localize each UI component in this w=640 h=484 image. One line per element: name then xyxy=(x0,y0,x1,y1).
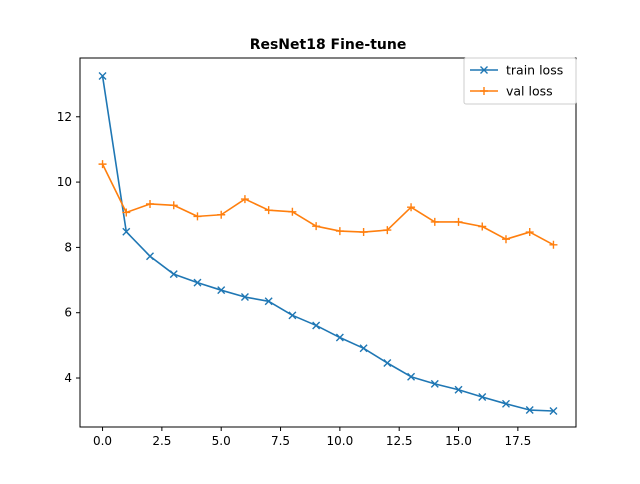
data-point xyxy=(122,208,131,217)
data-point xyxy=(217,210,226,219)
data-point xyxy=(169,201,178,210)
data-point xyxy=(264,206,273,215)
legend-label: train loss xyxy=(506,63,563,78)
y-tick-label: 6 xyxy=(64,306,72,320)
data-point xyxy=(407,203,416,212)
data-point xyxy=(288,207,297,216)
data-point xyxy=(478,392,487,401)
y-tick-label: 8 xyxy=(64,240,72,254)
data-point xyxy=(122,227,131,236)
data-point xyxy=(549,407,558,415)
data-point xyxy=(312,222,321,231)
data-point xyxy=(146,199,155,208)
y-tick-label: 4 xyxy=(64,371,72,385)
legend-item: val loss xyxy=(470,84,553,99)
data-point xyxy=(193,278,202,287)
data-point xyxy=(98,160,107,169)
series-line xyxy=(101,75,554,412)
legend-item: train loss xyxy=(470,63,563,78)
data-point xyxy=(549,240,558,249)
plot-area xyxy=(98,71,558,415)
x-tick-label: 2.5 xyxy=(152,434,171,448)
x-tick-label: 10.0 xyxy=(327,434,354,448)
data-point xyxy=(525,228,534,237)
series-1 xyxy=(98,160,558,249)
data-point xyxy=(217,286,226,295)
data-point xyxy=(335,333,344,342)
data-point xyxy=(98,71,107,80)
y-tick-label: 12 xyxy=(57,110,72,124)
data-point xyxy=(454,385,463,394)
data-point xyxy=(430,217,439,226)
data-point xyxy=(288,311,297,320)
x-tick-label: 12.5 xyxy=(386,434,413,448)
data-point xyxy=(501,399,510,408)
legend: train loss val loss xyxy=(463,57,577,105)
data-point xyxy=(146,252,155,261)
x-tick-label: 17.5 xyxy=(504,434,531,448)
series-line xyxy=(101,163,554,246)
data-point xyxy=(240,195,249,204)
data-point xyxy=(312,321,321,330)
data-point xyxy=(335,227,344,236)
data-point xyxy=(430,379,439,388)
data-point xyxy=(525,406,534,415)
y-tick-label: 10 xyxy=(57,175,72,189)
axes-frame xyxy=(79,57,577,428)
data-point xyxy=(359,344,368,353)
data-point xyxy=(240,293,249,302)
data-point xyxy=(478,222,487,231)
data-point xyxy=(454,217,463,226)
y-axis: 4 6 8 10 12 xyxy=(57,110,80,385)
data-point xyxy=(407,372,416,381)
x-tick-label: 5.0 xyxy=(212,434,231,448)
data-point xyxy=(169,270,178,279)
data-point xyxy=(383,226,392,235)
legend-label: val loss xyxy=(506,84,553,99)
chart-title: ResNet18 Fine-tune xyxy=(250,37,407,53)
x-tick-label: 15.0 xyxy=(445,434,472,448)
data-point xyxy=(193,212,202,221)
data-point xyxy=(501,235,510,244)
data-point xyxy=(264,297,273,306)
series-0 xyxy=(98,71,558,415)
x-tick-label: 7.5 xyxy=(271,434,290,448)
x-axis: 0.0 2.5 5.0 7.5 10.0 12.5 15.0 17.5 xyxy=(93,427,531,448)
data-point xyxy=(359,228,368,237)
data-point xyxy=(383,359,392,367)
x-tick-label: 0.0 xyxy=(93,434,112,448)
